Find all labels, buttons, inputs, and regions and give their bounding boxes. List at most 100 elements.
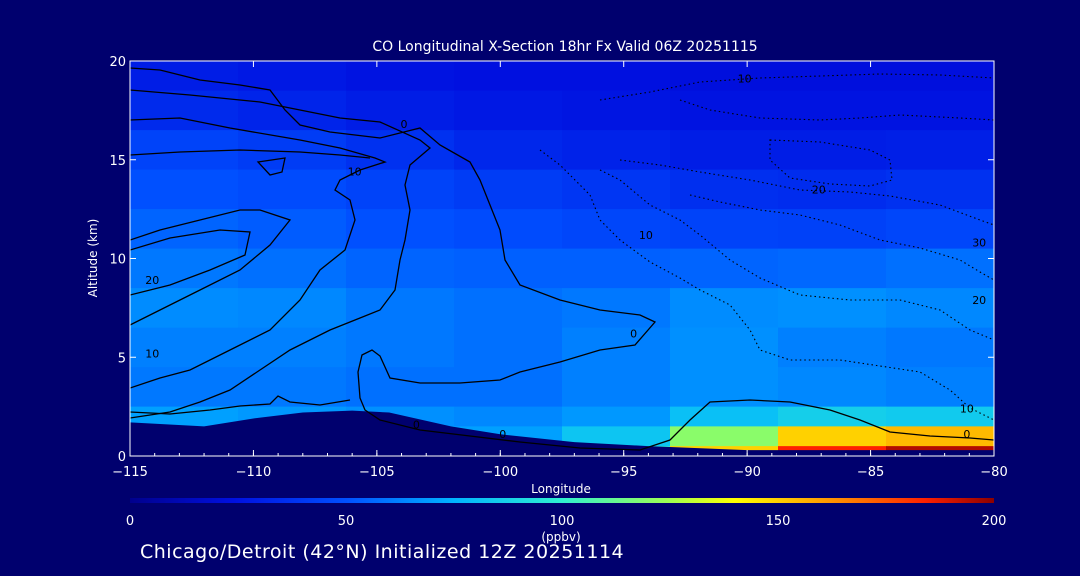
co-cell — [886, 406, 994, 427]
co-cell — [454, 327, 563, 368]
co-cell — [562, 367, 671, 408]
colorbar-tick-label: 0 — [126, 514, 134, 529]
y-tick-label: 15 — [109, 154, 126, 169]
co-cell — [562, 90, 671, 131]
co-cell — [778, 209, 887, 250]
co-cell — [238, 169, 347, 210]
x-tick-label: −90 — [733, 465, 760, 480]
co-cell — [238, 327, 347, 368]
x-tick-label: −100 — [482, 465, 518, 480]
contour-label: 0 — [630, 328, 637, 341]
co-cell — [562, 61, 671, 92]
co-cell — [778, 327, 887, 368]
co-cell — [886, 90, 994, 131]
co-cell — [130, 367, 239, 408]
co-cell — [238, 367, 347, 408]
contour-neg30-dotted — [619, 159, 994, 281]
x-tick-label: −110 — [236, 465, 272, 480]
co-cell — [886, 169, 994, 210]
co-cell — [454, 209, 563, 250]
co-cell — [778, 130, 887, 171]
contour-lines — [130, 67, 994, 451]
contour-label: 0 — [401, 118, 408, 131]
co-cell — [778, 288, 887, 329]
co-cell — [562, 169, 671, 210]
co-cell — [778, 90, 887, 131]
co-cell — [454, 248, 563, 289]
colorbar-units: (ppbv) — [541, 530, 580, 544]
co-cell — [778, 406, 887, 427]
co-cell — [670, 426, 779, 447]
co-cell — [346, 169, 455, 210]
co-cell — [886, 288, 994, 329]
co-cell — [130, 169, 239, 210]
co-cell — [886, 61, 994, 92]
co-cell — [454, 367, 563, 408]
colorbar-tick-label: 50 — [338, 514, 355, 529]
y-axis-label: Altitude (km) — [86, 219, 100, 298]
contour-label: 0 — [499, 428, 506, 441]
contour-0-surface — [130, 395, 351, 415]
x-axis-label: Longitude — [531, 482, 591, 496]
co-cell — [562, 248, 671, 289]
axes: −115 −110 −105 −100 −95 −90 −85 −80 0 5 10 15 20 — [109, 55, 1007, 480]
co-cell — [346, 367, 455, 408]
contour-label: 0 — [413, 418, 420, 431]
contour-20-solid-left — [130, 117, 387, 389]
contour-neg20-dotted — [599, 99, 994, 341]
contour-label: 20 — [812, 183, 826, 196]
co-cell — [778, 426, 887, 447]
co-cell — [346, 248, 455, 289]
co-cell — [454, 169, 563, 210]
co-cell — [562, 130, 671, 171]
contour-lines-negative — [539, 73, 994, 421]
x-tick-label: −105 — [359, 465, 395, 480]
co-cell — [346, 327, 455, 368]
co-cell — [454, 288, 563, 329]
terrain-mask — [130, 410, 994, 456]
co-cell — [886, 367, 994, 408]
co-cell — [130, 90, 239, 131]
footer-caption: Chicago/Detroit (42°N) Initialized 12Z 2… — [140, 541, 625, 563]
co-cell — [778, 248, 887, 289]
contour-label: 10 — [960, 403, 974, 416]
x-tick-label: −80 — [980, 465, 1007, 480]
co-cell — [454, 130, 563, 171]
co-cell — [670, 327, 779, 368]
co-cell — [670, 169, 779, 210]
co-cell — [562, 209, 671, 250]
y-tick-label: 0 — [118, 450, 126, 465]
contour-labels: 10 0 10 20 10 30 20 20 0 10 10 0 0 0 — [145, 73, 986, 442]
contour-10-solid-left — [130, 89, 432, 419]
co-cell — [238, 209, 347, 250]
x-tick-label: −115 — [112, 465, 148, 480]
contour-label: 10 — [348, 166, 362, 179]
co-cell — [454, 61, 563, 92]
contour-label: 30 — [972, 237, 986, 250]
co-cell — [130, 327, 239, 368]
co-cell — [238, 61, 347, 92]
co-shading — [130, 61, 994, 456]
co-cell — [562, 406, 671, 427]
co-cell — [238, 90, 347, 131]
contour-0-solid — [130, 67, 994, 451]
y-tick-label: 5 — [118, 351, 126, 366]
co-cell — [130, 209, 239, 250]
x-tick-label: −85 — [857, 465, 884, 480]
co-cell — [670, 61, 779, 92]
contour-neg10-dotted — [539, 73, 994, 421]
contour-label: 10 — [145, 347, 159, 360]
y-tick-label: 10 — [109, 253, 126, 268]
co-cell — [778, 367, 887, 408]
co-cell — [886, 209, 994, 250]
contour-label: 20 — [972, 294, 986, 307]
contour-30-solid-left — [130, 149, 371, 326]
contour-label: 0 — [963, 428, 970, 441]
co-cell — [130, 406, 239, 427]
co-cell — [886, 327, 994, 368]
colorbar-ticks: 0 50 100 150 200 — [126, 514, 1007, 529]
colorbar-tick-label: 200 — [982, 514, 1007, 529]
contour-label: 10 — [639, 229, 653, 242]
co-cell — [346, 61, 455, 92]
co-cell — [346, 130, 455, 171]
